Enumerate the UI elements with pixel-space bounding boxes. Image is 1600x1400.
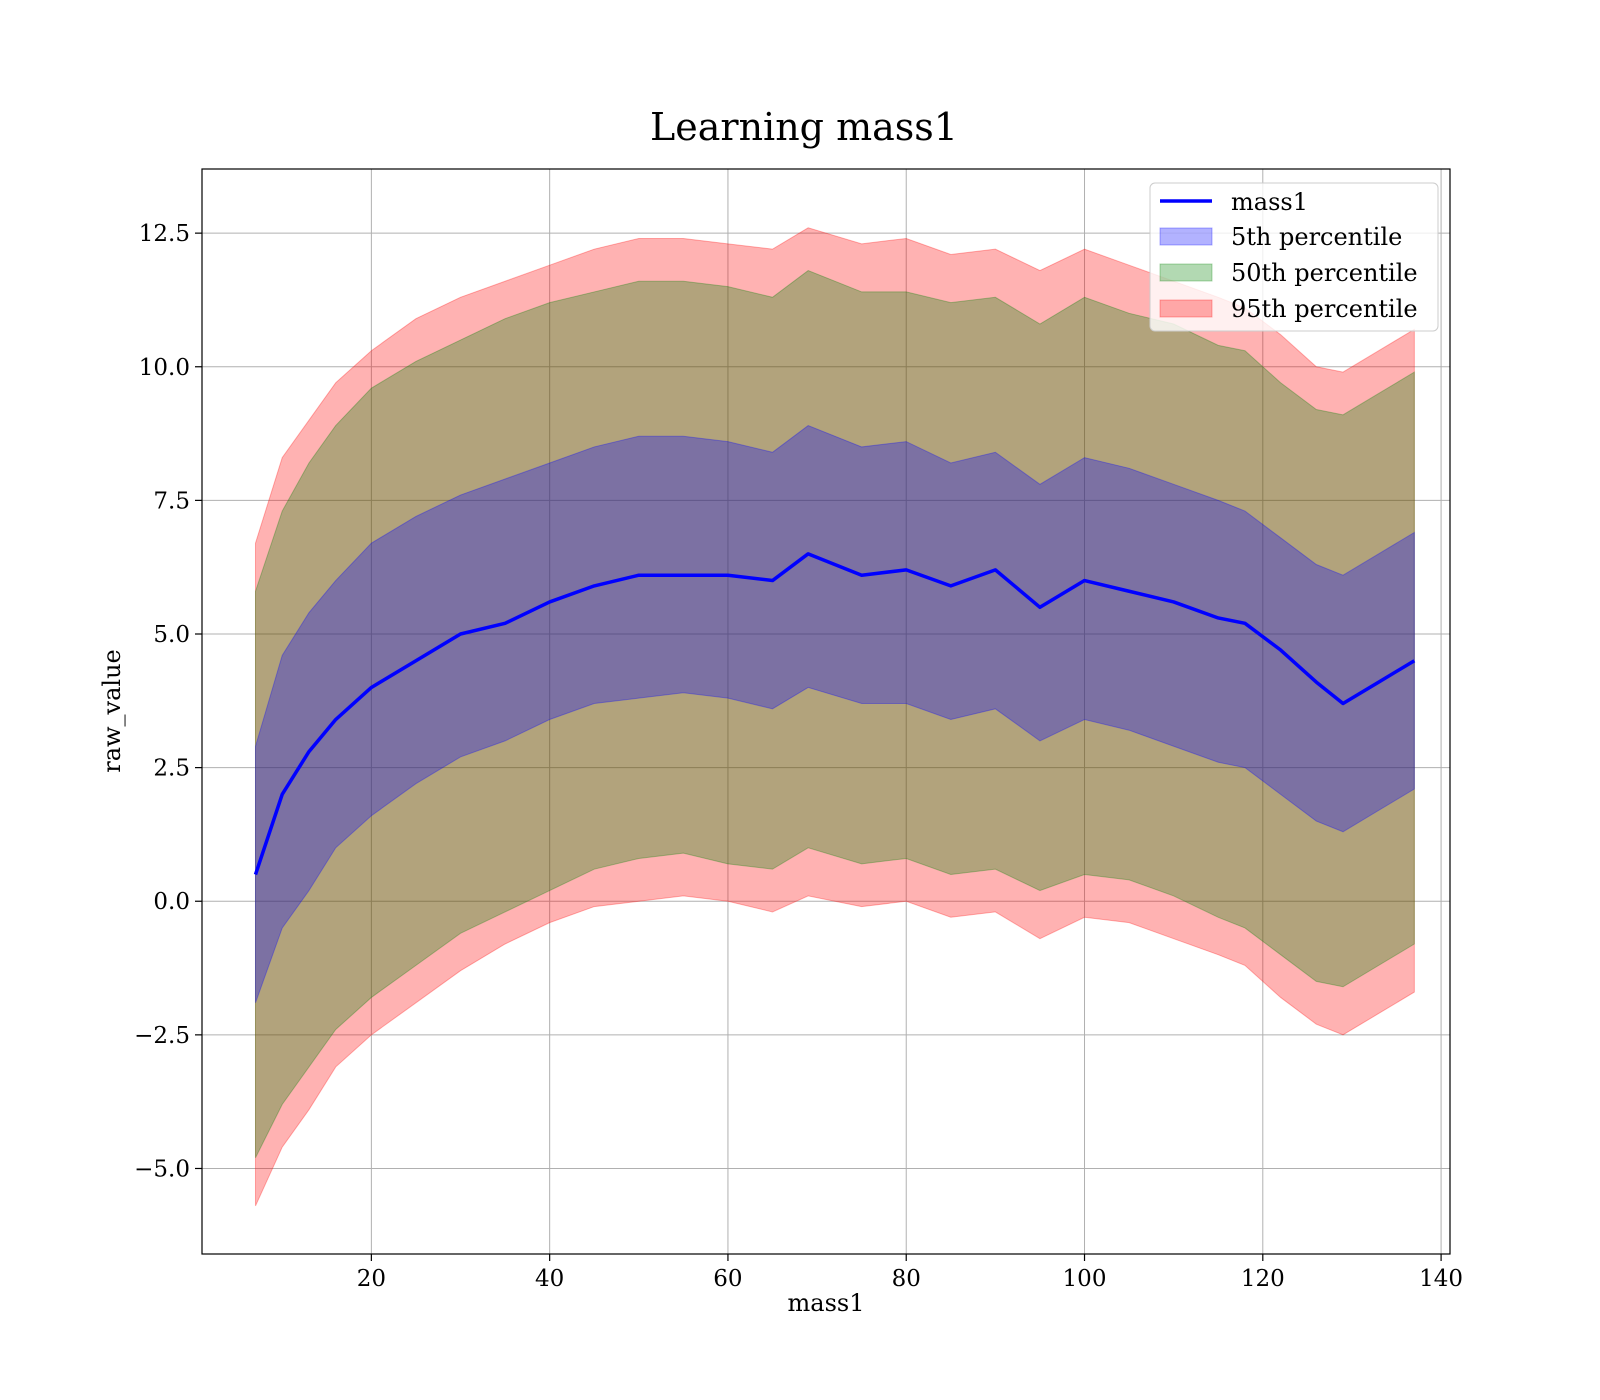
legend-label-50th-percentile: 50th percentile [1231, 259, 1418, 287]
x-tick-label: 40 [535, 1266, 564, 1292]
y-tick-label: 7.5 [153, 488, 190, 514]
band-50th-percentile [254, 269, 1415, 1159]
band-5th-percentile [254, 424, 1415, 1003]
x-tick-label: 120 [1241, 1266, 1285, 1292]
x-tick-label: 60 [713, 1266, 742, 1292]
legend-swatch-5th-percentile [1159, 227, 1213, 246]
percentile-bands [254, 227, 1415, 1207]
x-tick-label: 20 [357, 1266, 386, 1292]
legend-swatch-95th-percentile [1159, 299, 1213, 318]
series-line-mass1 [253, 552, 1416, 876]
y-tick-label: −5.0 [134, 1156, 190, 1182]
x-axis-ticks: 20 40 60 80 100 120 140 [357, 1254, 1463, 1292]
legend-label-5th-percentile: 5th percentile [1231, 223, 1402, 251]
y-tick-label: 0.0 [153, 889, 190, 915]
y-tick-label: 12.5 [139, 221, 190, 247]
x-tick-label: 140 [1419, 1266, 1463, 1292]
legend-swatch-50th-percentile [1159, 263, 1213, 282]
x-axis-label: mass1 [788, 1289, 865, 1317]
legend-label-mass1: mass1 [1231, 188, 1308, 216]
legend-label-95th-percentile: 95th percentile [1231, 295, 1418, 323]
y-tick-label: −2.5 [134, 1023, 190, 1049]
y-axis-ticks: −5.0 −2.5 0.0 2.5 5.0 7.5 10.0 12.5 [134, 221, 202, 1182]
y-tick-label: 5.0 [153, 622, 190, 648]
plot-frame [201, 168, 1451, 1255]
x-tick-label: 80 [892, 1266, 921, 1292]
x-tick-label: 100 [1063, 1266, 1107, 1292]
legend-box [1149, 182, 1439, 332]
grid [202, 169, 1450, 1254]
band-95th-percentile [254, 227, 1415, 1207]
y-tick-label: 10.0 [139, 355, 190, 381]
series-lines [253, 552, 1416, 876]
legend: mass1 5th percentile 50th percentile 95t… [1149, 182, 1439, 332]
y-tick-label: 2.5 [153, 756, 190, 782]
chart-title: Learning mass1 [650, 105, 958, 149]
y-axis-label: raw_value [98, 649, 126, 773]
